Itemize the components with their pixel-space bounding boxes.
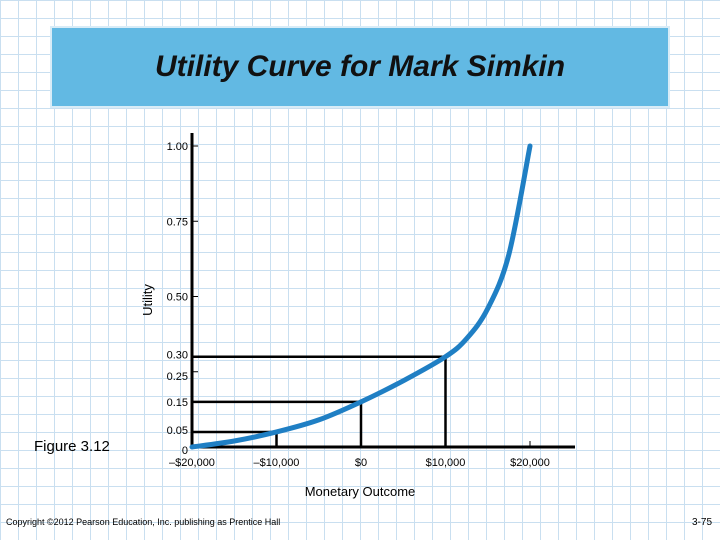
y-tick-label: 1.00: [167, 141, 188, 153]
x-tick-label: –$20,000: [169, 457, 215, 469]
y-tick-label: 0.75: [167, 216, 188, 228]
y-tick-label: 0.25: [167, 371, 188, 383]
y-tick-label: 0.50: [167, 292, 188, 304]
x-tick-label: –$10,000: [254, 457, 300, 469]
figure-label: Figure 3.12: [34, 438, 110, 455]
y-axis-label: Utility: [140, 284, 155, 316]
copyright-text: Copyright ©2012 Pearson Education, Inc. …: [6, 517, 281, 527]
slide-title: Utility Curve for Mark Simkin: [154, 50, 566, 83]
y-tick-label: 0.15: [167, 397, 188, 409]
x-tick-label: $10,000: [426, 457, 466, 469]
y-tick-label: 0.05: [167, 425, 188, 437]
x-tick-label: $0: [355, 457, 367, 469]
y-tick-label: 0: [182, 445, 188, 457]
title-band: Utility Curve for Mark Simkin: [50, 26, 670, 108]
page-number: 3-75: [691, 517, 712, 528]
x-axis-label: Monetary Outcome: [305, 484, 416, 499]
utility-curve: [189, 143, 533, 450]
y-tick-label: 0.30: [167, 350, 188, 362]
x-tick-label: $20,000: [510, 457, 550, 469]
